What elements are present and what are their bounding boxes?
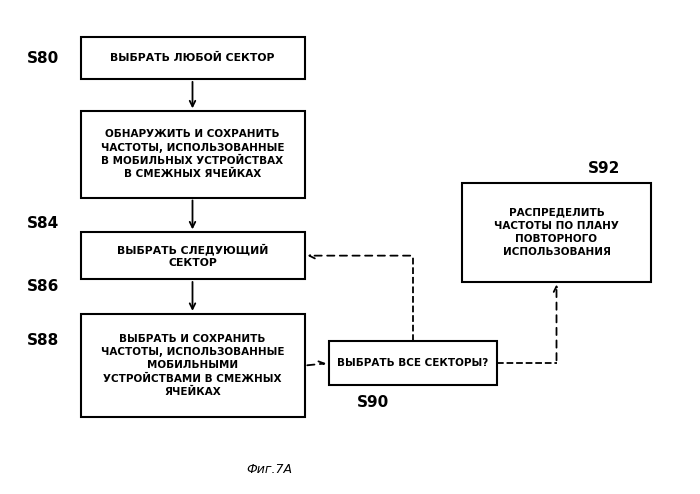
Text: S90: S90 bbox=[357, 395, 389, 410]
Bar bbox=[462, 183, 651, 282]
Text: Фиг.7А: Фиг.7А bbox=[246, 463, 293, 476]
Text: ОБНАРУЖИТЬ И СОХРАНИТЬ
ЧАСТОТЫ, ИСПОЛЬЗОВАННЫЕ
В МОБИЛЬНЫХ УСТРОЙСТВАХ
В СМЕЖНЫХ: ОБНАРУЖИТЬ И СОХРАНИТЬ ЧАСТОТЫ, ИСПОЛЬЗО… bbox=[101, 129, 284, 179]
Bar bbox=[80, 314, 304, 417]
Text: РАСПРЕДЕЛИТЬ
ЧАСТОТЫ ПО ПЛАНУ
ПОВТОРНОГО
ИСПОЛЬЗОВАНИЯ: РАСПРЕДЕЛИТЬ ЧАСТОТЫ ПО ПЛАНУ ПОВТОРНОГО… bbox=[494, 207, 619, 257]
Text: S84: S84 bbox=[27, 216, 59, 231]
Bar bbox=[80, 37, 304, 79]
Text: ВЫБРАТЬ СЛЕДУЮЩИЙ
СЕКТОР: ВЫБРАТЬ СЛЕДУЮЩИЙ СЕКТОР bbox=[117, 243, 268, 268]
Text: S88: S88 bbox=[27, 333, 59, 348]
Bar bbox=[80, 111, 304, 198]
Text: ВЫБРАТЬ ВСЕ СЕКТОРЫ?: ВЫБРАТЬ ВСЕ СЕКТОРЫ? bbox=[337, 358, 489, 368]
Bar bbox=[329, 341, 497, 385]
Text: S92: S92 bbox=[588, 162, 620, 176]
Text: S86: S86 bbox=[27, 279, 59, 294]
Text: ВЫБРАТЬ И СОХРАНИТЬ
ЧАСТОТЫ, ИСПОЛЬЗОВАННЫЕ
МОБИЛЬНЫМИ
УСТРОЙСТВАМИ В СМЕЖНЫХ
ЯЧ: ВЫБРАТЬ И СОХРАНИТЬ ЧАСТОТЫ, ИСПОЛЬЗОВАН… bbox=[101, 334, 284, 397]
Text: ВЫБРАТЬ ЛЮБОЙ СЕКТОР: ВЫБРАТЬ ЛЮБОЙ СЕКТОР bbox=[111, 53, 274, 63]
Bar bbox=[80, 232, 304, 279]
Text: S80: S80 bbox=[27, 51, 59, 66]
